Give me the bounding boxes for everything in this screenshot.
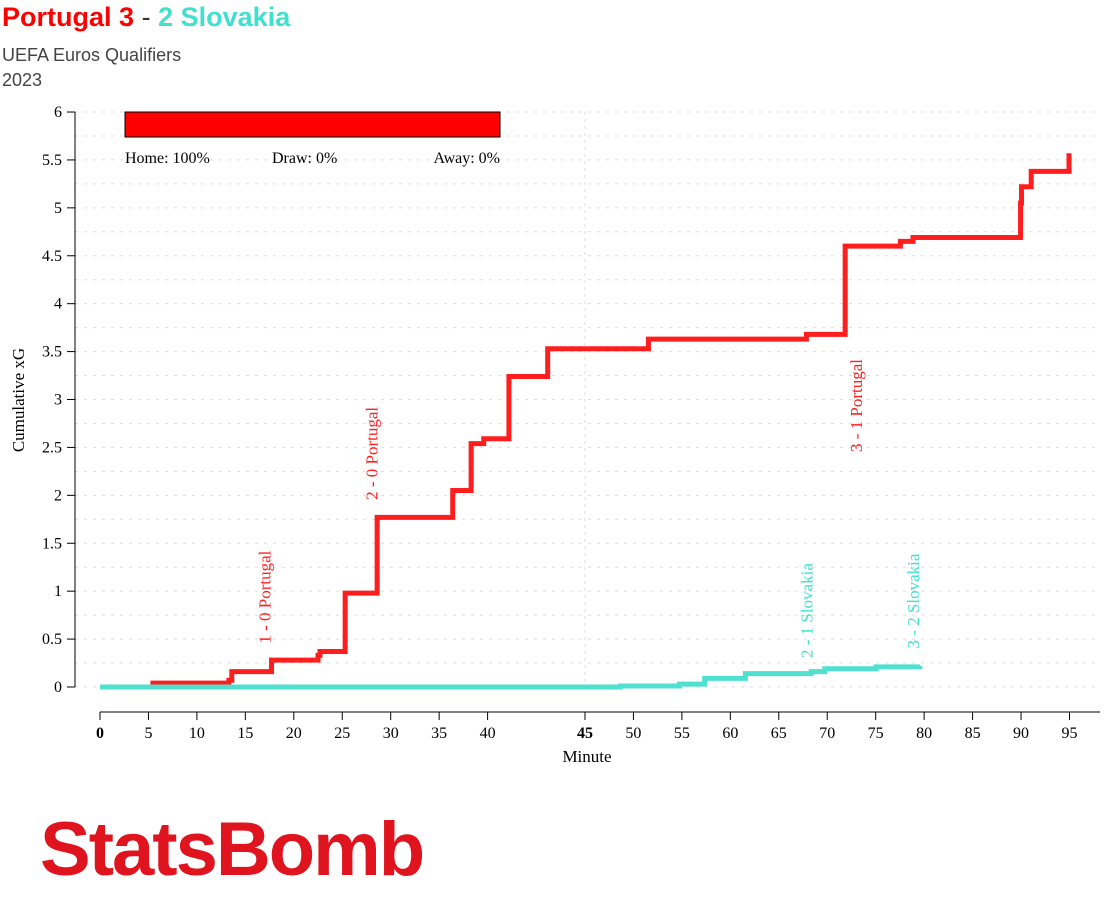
x-tick-label: 0 [96,725,104,742]
away-prob-label: Away: 0% [433,150,500,167]
y-tick-label: 1 [54,583,62,600]
goal-annotation: 3 - 2 Slovakia [904,553,923,648]
y-tick-label: 4 [54,296,62,313]
xg-line-portugal [150,153,1072,686]
y-tick-label: 6 [54,104,62,121]
match-title: Portugal 3 - 2 Slovakia [2,2,290,33]
x-axis-label: Minute [562,747,611,766]
x-tick-label: 30 [383,725,399,742]
y-tick-label: 0.5 [42,631,62,648]
home-score: 3 [119,2,135,32]
home-team: Portugal [2,2,112,32]
goal-annotation: 3 - 1 Portugal [847,359,866,452]
home-win-bar [124,111,501,138]
xg-line-slovakia [100,664,923,690]
y-tick-label: 4.5 [42,248,62,265]
x-tick-label: 95 [1061,725,1077,742]
home-prob-label: Home: 100% [125,150,210,167]
x-tick-label: 90 [1013,725,1029,742]
y-tick-label: 3.5 [42,344,62,361]
y-tick-label: 5 [54,200,62,217]
y-axis-label: Cumulative xG [9,348,28,452]
x-tick-label: 60 [722,725,738,742]
x-tick-label: 70 [819,725,835,742]
competition: UEFA Euros Qualifiers [2,45,182,65]
x-tick-label: 35 [431,725,447,742]
away-team-score: 2 Slovakia [158,2,290,32]
x-tick-label: 85 [965,725,981,742]
home-team-score: Portugal 3 [2,2,134,32]
x-tick-label: 40 [480,725,496,742]
statsbomb-logo: StatsBomb [40,807,425,892]
score-separator: - [141,2,151,32]
y-tick-label: 3 [54,392,62,409]
goal-annotation: 2 - 0 Portugal [362,407,381,500]
season: 2023 [2,70,43,90]
x-tick-label: 10 [189,725,205,742]
x-tick-label: 15 [237,725,253,742]
y-tick-label: 1.5 [42,535,62,552]
x-tick-label: 45 [577,725,593,742]
x-tick-label: 25 [334,725,350,742]
x-tick-label: 20 [286,725,302,742]
goal-annotation: 2 - 1 Slovakia [797,563,816,658]
x-tick-label: 80 [916,725,932,742]
x-tick-label: 55 [674,725,690,742]
xg-chart: 0 0.5 1 1.5 2 2.5 3 3.5 4 4.5 5 5.5 6 Cumulative xG 0 5… [9,104,1100,766]
x-tick-label: 50 [625,725,641,742]
x-tick-label: 65 [771,725,787,742]
x-tick-label: 5 [144,725,152,742]
goal-annotation: 1 - 0 Portugal [256,550,275,643]
y-tick-label: 0 [54,679,62,696]
y-tick-label: 2 [54,487,62,504]
x-tick-label: 75 [868,725,884,742]
away-team: Slovakia [180,2,291,32]
away-score: 2 [158,2,174,32]
y-tick-label: 5.5 [42,152,62,169]
y-tick-label: 2.5 [42,439,62,456]
draw-prob-label: Draw: 0% [272,150,337,167]
